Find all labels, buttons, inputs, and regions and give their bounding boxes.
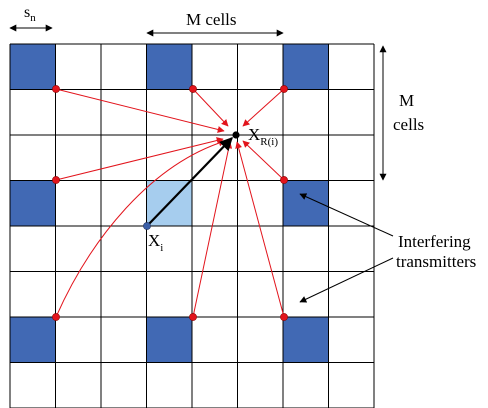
interferer-cell [10,180,56,226]
interferer-cell [283,44,329,90]
svg-text:sn: sn [24,4,36,24]
m-cells-top-label: M cells [186,10,237,29]
sn-subscript: n [30,12,36,24]
sn-label: s [24,4,30,21]
interference-arrows [55,88,285,318]
interfering-transmitters-callout: Interfering transmitters [299,193,476,303]
interference-arrow [55,139,226,318]
interferer-dot [280,313,288,321]
xr-label: XR(i) [248,125,278,148]
interferer-dot [189,313,197,321]
interference-arrow [192,88,229,127]
interferer-dot [280,85,288,93]
interference-arrow [192,141,233,318]
interferer-cell [10,44,56,90]
interference-arrow [242,140,285,181]
interferer-dot [52,313,60,321]
interference-arrow [242,88,285,127]
interferer-cell [146,44,192,90]
sn-dimension: sn [9,4,53,32]
desired-link-arrow [146,137,233,227]
m-cells-top-dimension: M cells [146,10,284,37]
interferer-dot [280,176,288,184]
interferer-dot [52,176,60,184]
interfering-label-1: Interfering [398,232,471,251]
interferer-dot [189,85,197,93]
m-cells-right-dimension: M cells [379,45,424,181]
interferer-cell [146,317,192,363]
interfering-label-2: transmitters [396,252,476,271]
m-right-label-1: M [399,91,414,110]
receiver-dot [232,131,240,139]
interferer-dot [52,85,60,93]
transmitter-dot [143,222,151,230]
interference-arrow [235,141,285,318]
interference-arrow [55,137,224,181]
interferer-cell [10,317,56,363]
interferer-dots [52,85,288,321]
m-right-label-2: cells [393,115,424,134]
interference-arrow [55,88,225,133]
xi-label: Xi [148,231,163,254]
grid-cells [10,44,329,363]
interferer-cell [283,317,329,363]
